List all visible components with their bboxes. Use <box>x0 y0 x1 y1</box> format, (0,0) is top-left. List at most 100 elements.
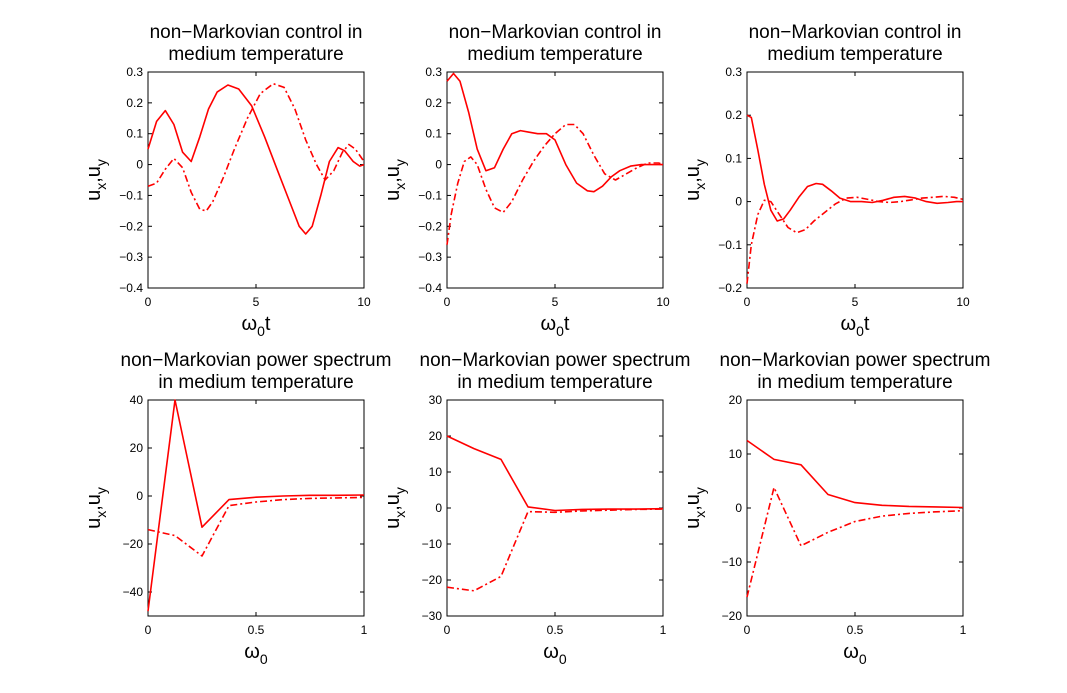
x-tick-label: 0.5 <box>547 623 564 637</box>
series-dashdot-line <box>746 486 964 598</box>
plot-title-line-1: non−Markovian power spectrum <box>720 350 991 371</box>
plot-title-line-1: non−Markovian control in <box>749 22 962 43</box>
x-tick-label: 5 <box>852 295 859 309</box>
y-tick-label: 0.1 <box>425 127 442 141</box>
axes-frame <box>147 71 365 289</box>
y-tick-label: −40 <box>123 585 144 599</box>
y-axis-label: ux,uy <box>682 487 708 529</box>
x-tick-label: 5 <box>552 295 559 309</box>
y-tick-label: −20 <box>722 609 743 623</box>
y-tick-label: −20 <box>123 537 144 551</box>
plot-title-line-2: medium temperature <box>168 44 343 65</box>
y-tick-label: 0 <box>735 501 742 515</box>
series-dashdot-line <box>147 496 365 557</box>
series-dashdot-line <box>446 123 664 245</box>
series-solid-line <box>446 72 663 193</box>
axes-frame <box>446 399 664 617</box>
y-tick-label: −0.2 <box>119 219 143 233</box>
x-tick-label: 0.5 <box>248 623 265 637</box>
series-solid-line <box>746 439 964 509</box>
y-tick-label: −20 <box>422 573 443 587</box>
y-axis-label: ux,uy <box>682 159 708 201</box>
y-tick-label: −10 <box>722 555 743 569</box>
series-solid-line <box>147 399 365 612</box>
x-axis-label: ω0t <box>541 313 570 339</box>
y-tick-label: −0.4 <box>119 281 143 295</box>
x-tick-label: 0.5 <box>847 623 864 637</box>
y-tick-label: 0 <box>136 158 143 172</box>
plot-title-line-2: in medium temperature <box>158 372 353 393</box>
y-tick-label: −0.3 <box>418 250 442 264</box>
series-solid-line <box>147 84 365 235</box>
y-axis-label: ux,uy <box>382 159 408 201</box>
y-tick-label: −0.1 <box>718 238 742 252</box>
plot-title-line-1: non−Markovian control in <box>449 22 662 43</box>
x-tick-label: 0 <box>145 623 152 637</box>
y-tick-label: −0.1 <box>119 188 143 202</box>
y-tick-label: 0.1 <box>725 151 742 165</box>
x-tick-label: 1 <box>960 623 967 637</box>
x-tick-label: 1 <box>361 623 368 637</box>
y-tick-label: 0 <box>136 489 143 503</box>
x-axis-label: ω0 <box>543 641 567 667</box>
x-tick-label: 0 <box>744 295 751 309</box>
y-tick-label: −0.2 <box>718 281 742 295</box>
y-tick-label: −0.3 <box>119 250 143 264</box>
y-tick-label: 40 <box>130 393 144 407</box>
y-tick-label: 10 <box>729 447 743 461</box>
y-tick-label: 0.3 <box>425 65 442 79</box>
y-tick-label: 20 <box>729 393 743 407</box>
x-tick-label: 0 <box>444 295 451 309</box>
y-tick-label: −10 <box>422 537 443 551</box>
y-tick-label: 20 <box>429 429 443 443</box>
y-tick-label: −30 <box>422 609 443 623</box>
series-dashdot-line <box>746 195 964 284</box>
x-axis-label: ω0 <box>244 641 268 667</box>
x-tick-label: 5 <box>253 295 260 309</box>
y-axis-label: ux,uy <box>382 487 408 529</box>
x-axis-label: ω0t <box>841 313 870 339</box>
x-tick-label: 10 <box>956 295 970 309</box>
plot-title-line-1: non−Markovian control in <box>150 22 363 43</box>
plot-title-line-2: medium temperature <box>467 44 642 65</box>
y-tick-label: 0.2 <box>725 108 742 122</box>
y-axis-label: ux,uy <box>83 487 109 529</box>
axes-frame <box>446 71 664 289</box>
y-tick-label: 30 <box>429 393 443 407</box>
series-dashdot-line <box>446 508 664 592</box>
axes-frame <box>147 399 365 617</box>
x-tick-label: 10 <box>656 295 670 309</box>
y-tick-label: 0 <box>435 158 442 172</box>
x-axis-label: ω0 <box>843 641 867 667</box>
plot-title-line-2: in medium temperature <box>757 372 952 393</box>
plot-title-line-1: non−Markovian power spectrum <box>121 350 392 371</box>
y-tick-label: 0.2 <box>126 96 143 110</box>
plot-title-line-2: in medium temperature <box>457 372 652 393</box>
plot-title-line-2: medium temperature <box>767 44 942 65</box>
y-tick-label: −0.1 <box>418 188 442 202</box>
y-tick-label: 20 <box>130 441 144 455</box>
x-tick-label: 0 <box>444 623 451 637</box>
y-tick-label: 0.3 <box>725 65 742 79</box>
series-dashdot-line <box>147 82 365 212</box>
y-tick-label: 0.1 <box>126 127 143 141</box>
plot-title-line-1: non−Markovian power spectrum <box>420 350 691 371</box>
x-tick-label: 0 <box>744 623 751 637</box>
y-tick-label: −0.2 <box>418 219 442 233</box>
x-tick-label: 0 <box>145 295 152 309</box>
y-tick-label: −0.4 <box>418 281 442 295</box>
y-axis-label: ux,uy <box>83 159 109 201</box>
axes-frame <box>746 71 964 289</box>
axes-frame <box>746 399 964 617</box>
y-tick-label: 0 <box>735 195 742 209</box>
series-solid-line <box>746 114 963 222</box>
y-tick-label: 0.2 <box>425 96 442 110</box>
x-tick-label: 10 <box>357 295 371 309</box>
x-axis-label: ω0t <box>242 313 271 339</box>
